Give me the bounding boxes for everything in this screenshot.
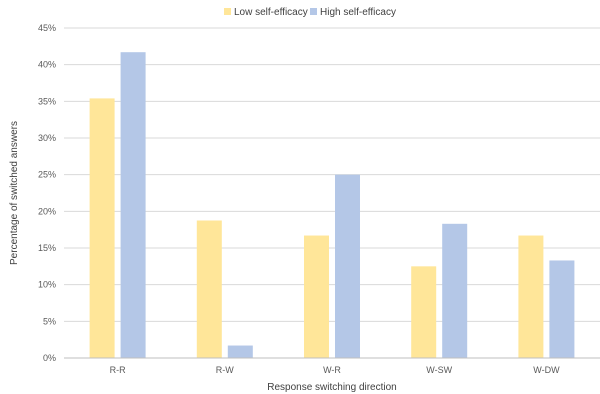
y-tick-label: 0% <box>43 353 56 363</box>
y-axis-ticks: 0% 5% 10% 15% 20% 25% 30% 35% 40% 45% <box>38 23 56 363</box>
legend-label: High self-efficacy <box>320 7 396 18</box>
bar-high-r-r <box>120 52 146 358</box>
bar-high-w-sw <box>442 223 468 358</box>
legend-swatch <box>310 8 317 15</box>
x-tick-label: W-SW <box>426 365 452 375</box>
bars <box>89 52 575 359</box>
x-tick-label: R-R <box>110 365 126 375</box>
y-tick-label: 40% <box>38 60 56 70</box>
y-tick-label: 35% <box>38 96 56 106</box>
bar-low-w-dw <box>518 235 544 358</box>
y-axis-title: Percentage of switched answers <box>9 121 20 265</box>
y-tick-label: 5% <box>43 316 56 326</box>
x-tick-label: R-W <box>216 365 234 375</box>
y-tick-label: 20% <box>38 206 56 216</box>
x-axis-title: Response switching direction <box>267 382 397 393</box>
y-tick-label: 25% <box>38 170 56 180</box>
x-tick-label: W-DW <box>533 365 560 375</box>
x-axis-ticks: R-R R-W W-R W-SW W-DW <box>110 365 560 375</box>
legend-swatch <box>224 8 231 15</box>
bar-high-w-r <box>335 174 360 358</box>
y-tick-label: 15% <box>38 243 56 253</box>
y-tick-label: 30% <box>38 133 56 143</box>
x-tick-label: W-R <box>323 365 341 375</box>
bar-low-w-r <box>304 235 329 358</box>
bar-high-r-w <box>227 345 253 358</box>
legend: Low self-efficacy High self-efficacy <box>224 7 396 18</box>
y-tick-label: 10% <box>38 280 56 290</box>
gridlines <box>64 27 600 322</box>
bar-low-w-sw <box>411 266 437 358</box>
bar-high-w-dw <box>549 260 575 358</box>
bar-low-r-w <box>196 220 222 358</box>
legend-label: Low self-efficacy <box>234 7 308 18</box>
y-tick-label: 45% <box>38 23 56 33</box>
bar-low-r-r <box>89 98 115 359</box>
